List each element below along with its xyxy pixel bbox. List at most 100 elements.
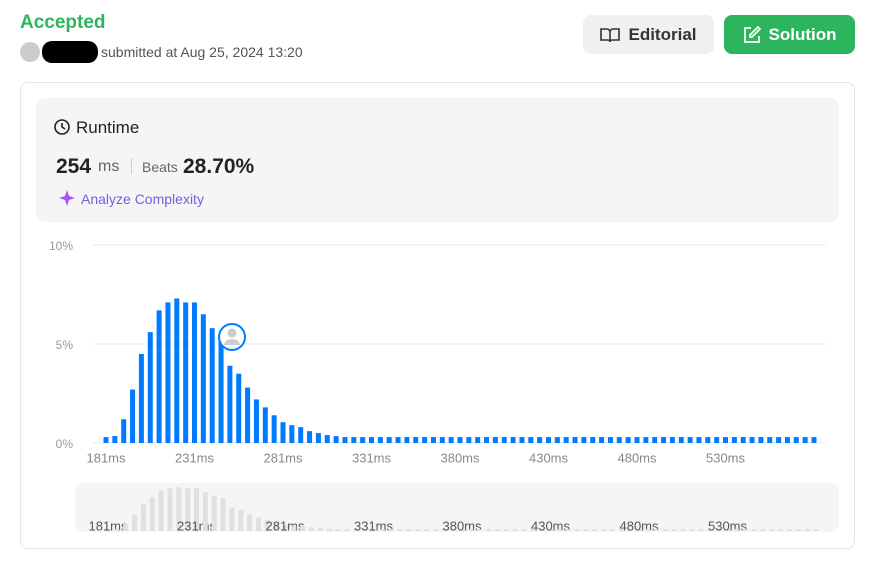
mini-bar (574, 529, 580, 531)
bar (723, 437, 728, 443)
bar (439, 437, 445, 443)
bar (413, 437, 419, 443)
mini-bar (371, 529, 376, 531)
bar (528, 437, 534, 443)
bar (776, 437, 782, 443)
bar (767, 437, 773, 443)
mini-bar (663, 529, 669, 531)
y-tick-label: 5% (56, 338, 74, 352)
mini-bar (769, 529, 775, 531)
bar (395, 437, 401, 443)
mini-bar (450, 529, 456, 531)
mini-bar (264, 520, 270, 531)
mini-x-tick-label: 480ms (619, 518, 659, 533)
bar (112, 436, 118, 443)
mini-bar (388, 529, 394, 531)
bar (793, 437, 799, 443)
mini-bar (140, 504, 146, 531)
mini-bar (344, 529, 350, 531)
redaction (42, 41, 98, 63)
bar (696, 437, 702, 443)
mini-x-tick-label: 331ms (354, 518, 394, 533)
avatar (20, 42, 40, 62)
x-tick-label: 430ms (529, 450, 569, 465)
bar (484, 437, 490, 443)
mini-bar (229, 507, 235, 531)
x-tick-label: 281ms (263, 450, 303, 465)
bar (147, 332, 153, 443)
mini-bar (716, 529, 722, 531)
mini-bar (778, 529, 784, 531)
status: Accepted (20, 12, 106, 33)
mini-bar (813, 529, 819, 531)
bar (714, 437, 720, 443)
bar (404, 437, 410, 443)
mini-bar (158, 490, 164, 531)
mini-bar (742, 529, 748, 531)
bar (616, 437, 622, 443)
mini-bar (760, 529, 766, 531)
bar (209, 328, 215, 443)
bar (678, 437, 684, 443)
bar (537, 437, 543, 443)
mini-bar (353, 529, 359, 531)
bar (422, 437, 428, 443)
bar (377, 437, 383, 443)
mini-x-tick-label: 380ms (442, 518, 482, 533)
analyze-link[interactable]: Analyze Complexity (81, 191, 204, 207)
bar (749, 437, 755, 443)
bar (625, 437, 631, 443)
y-tick-label: 0% (56, 437, 74, 451)
mini-bar (397, 529, 403, 531)
x-tick-label: 331ms (352, 450, 392, 465)
mini-bar (238, 510, 244, 531)
mini-bar (326, 528, 332, 531)
mini-bar (592, 529, 598, 531)
mini-bar (247, 514, 253, 531)
runtime-unit: ms (98, 158, 120, 175)
mini-bar (362, 529, 368, 531)
bar (669, 437, 675, 443)
bar (652, 437, 658, 443)
mini-bar (671, 529, 677, 531)
bar (519, 437, 525, 443)
mini-bar (707, 529, 713, 531)
mini-bar (291, 525, 297, 531)
mini-bar (539, 529, 545, 531)
bar (607, 437, 613, 443)
mini-bar (255, 517, 261, 531)
mini-bar (530, 529, 536, 531)
runtime-value: 254 (56, 155, 92, 178)
bar (298, 427, 304, 443)
bar (138, 353, 144, 443)
bar (200, 314, 206, 443)
bar (705, 437, 711, 443)
mini-bar (167, 488, 173, 531)
editorial-label: Editorial (628, 24, 697, 44)
bar (360, 437, 366, 443)
bar (492, 437, 498, 443)
bar (253, 399, 259, 443)
mini-bar (548, 529, 553, 531)
bar (165, 302, 171, 443)
editorial-button[interactable]: Editorial (583, 15, 714, 54)
mini-bar (601, 529, 607, 531)
edit-icon (743, 25, 761, 43)
mini-bar (556, 529, 562, 531)
bar (572, 437, 578, 443)
mini-bar (503, 529, 509, 531)
x-tick-label: 380ms (440, 450, 480, 465)
mini-bar (751, 529, 757, 531)
bar (802, 437, 808, 443)
divider (131, 158, 132, 174)
beats-label: Beats (142, 159, 178, 175)
bar (324, 435, 330, 443)
bar (581, 437, 587, 443)
bar (156, 310, 162, 443)
solution-button[interactable]: Solution (724, 15, 855, 54)
navigator (75, 483, 839, 532)
mini-bar (415, 529, 421, 531)
mini-x-tick-label: 231ms (177, 518, 217, 533)
runtime-panel: Runtime 254 ms Beats 28.70% Analyze Comp… (36, 98, 839, 222)
